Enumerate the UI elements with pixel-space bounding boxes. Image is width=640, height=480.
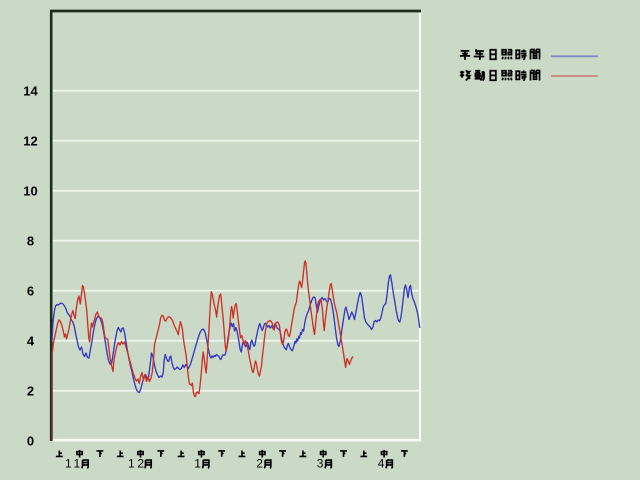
svg-text:4: 4	[378, 457, 387, 471]
svg-text:2: 2	[256, 457, 265, 471]
svg-text:10: 10	[23, 183, 37, 198]
svg-text:3: 3	[317, 457, 326, 471]
svg-text:2: 2	[27, 383, 34, 398]
svg-text:14: 14	[23, 83, 38, 98]
svg-text:12: 12	[23, 133, 37, 148]
svg-text:1: 1	[194, 457, 203, 471]
svg-text:12: 12	[128, 457, 147, 471]
svg-text:11: 11	[65, 457, 83, 471]
svg-text:6: 6	[27, 283, 34, 298]
svg-text:0: 0	[27, 433, 34, 448]
svg-text:4: 4	[27, 333, 35, 348]
svg-text:8: 8	[27, 233, 34, 248]
